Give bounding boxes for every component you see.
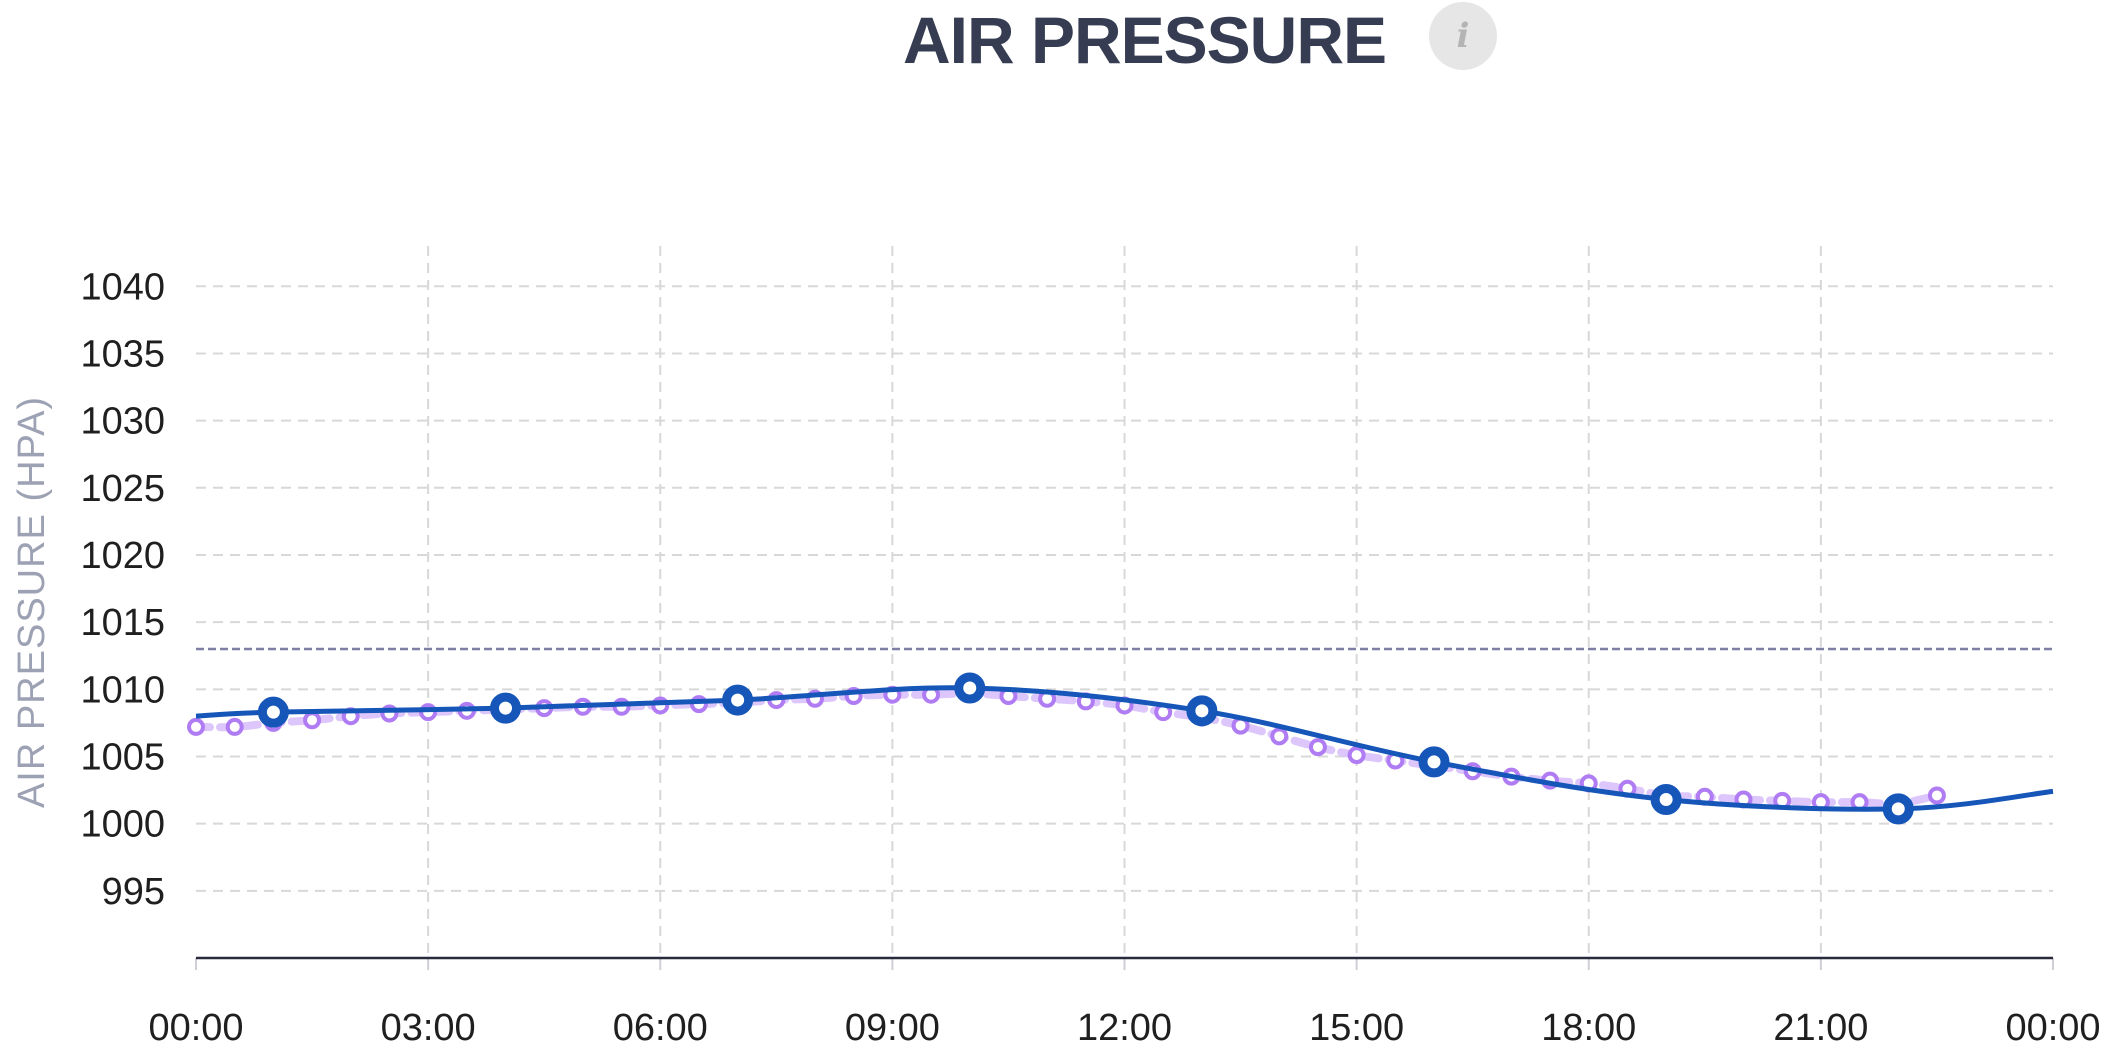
dotted-series-point-45 bbox=[1927, 786, 1946, 805]
y-tick-label-8: 1035 bbox=[80, 333, 165, 375]
dotted-series-point-30 bbox=[1347, 746, 1366, 765]
line-series-point-4 bbox=[954, 672, 986, 704]
grid-lines bbox=[196, 246, 2053, 958]
x-tick-label-7: 21:00 bbox=[1773, 1007, 1868, 1049]
line-series-point-7 bbox=[1650, 783, 1682, 815]
line-series-point-3 bbox=[722, 684, 754, 716]
x-tick-label-4: 12:00 bbox=[1077, 1007, 1172, 1049]
line-series-line bbox=[195, 685, 2054, 812]
x-tick-label-8: 00:00 bbox=[2005, 1007, 2100, 1049]
axes bbox=[195, 956, 2054, 970]
line-series-point-6 bbox=[1418, 746, 1450, 778]
y-tick-label-0: 995 bbox=[102, 871, 165, 913]
x-tick-label-6: 18:00 bbox=[1541, 1007, 1636, 1049]
dotted-series-point-3 bbox=[303, 711, 322, 730]
y-tick-label-4: 1015 bbox=[80, 602, 165, 644]
y-axis-label: AIR PRESSURE (HPA) bbox=[11, 396, 53, 808]
chart-title-row: AIR PRESSURE bbox=[0, 0, 2117, 80]
line-series-point-8 bbox=[1882, 793, 1914, 825]
dotted-series-point-0 bbox=[187, 717, 205, 736]
tick-labels: 995 1000 1005 1010 1015 1020 1025 1030 1035 1040 0… bbox=[80, 266, 2100, 1049]
chart-title: AIR PRESSURE bbox=[902, 3, 1387, 77]
dotted-series-point-29 bbox=[1308, 738, 1327, 757]
x-tick-label-5: 15:00 bbox=[1309, 1007, 1404, 1049]
x-tick-label-2: 06:00 bbox=[613, 1007, 708, 1049]
y-tick-label-1: 1000 bbox=[80, 804, 165, 846]
x-tick-label-3: 09:00 bbox=[845, 1007, 940, 1049]
y-tick-label-6: 1025 bbox=[80, 468, 165, 510]
dotted-series-point-1 bbox=[225, 717, 244, 736]
line-series-point-5 bbox=[1186, 695, 1218, 727]
line-series-group bbox=[195, 672, 2054, 825]
info-icon[interactable]: i bbox=[1429, 2, 1497, 70]
y-tick-label-3: 1010 bbox=[80, 669, 165, 711]
dotted-series-point-28 bbox=[1270, 727, 1289, 746]
y-tick-label-7: 1030 bbox=[80, 401, 165, 443]
info-icon-glyph: i bbox=[1456, 16, 1470, 56]
line-series-point-2 bbox=[490, 692, 521, 724]
x-tick-label-1: 03:00 bbox=[381, 1007, 476, 1049]
y-tick-label-5: 1020 bbox=[80, 535, 165, 577]
x-tick-label-0: 00:00 bbox=[148, 1007, 243, 1049]
y-tick-label-9: 1040 bbox=[80, 266, 165, 308]
line-series-point-1 bbox=[257, 696, 289, 728]
dotted-series-group bbox=[187, 684, 1946, 813]
y-tick-label-2: 1005 bbox=[80, 736, 165, 778]
